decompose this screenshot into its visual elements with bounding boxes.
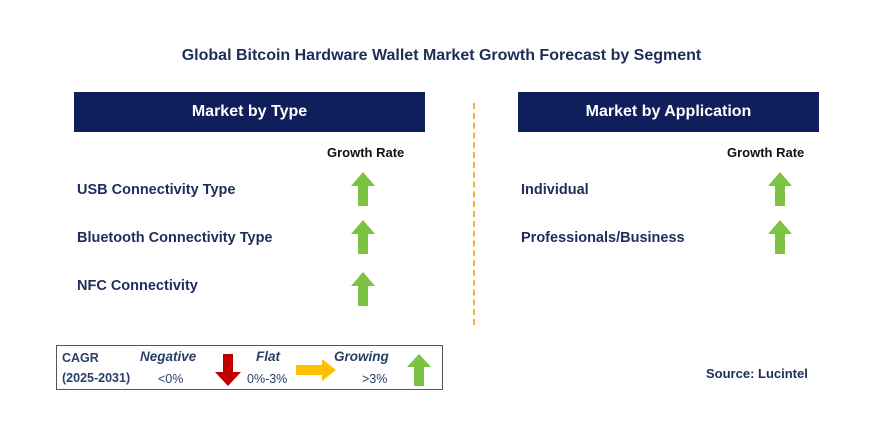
row-label-usb: USB Connectivity Type (77, 182, 236, 198)
market-by-application-header: Market by Application (518, 92, 819, 132)
legend-flat-label: Flat (256, 349, 281, 364)
right-growth-rate-header: Growth Rate (727, 145, 805, 160)
up-arrow-icon (351, 272, 375, 306)
up-arrow-icon (407, 354, 431, 386)
row-label-individual: Individual (521, 182, 589, 198)
up-arrow-icon (351, 172, 375, 206)
legend-period: (2025-2031) (62, 371, 131, 385)
right-arrow-icon (296, 359, 336, 381)
row-label-professionals: Professionals/Business (521, 230, 685, 246)
panel-divider (473, 103, 475, 325)
up-arrow-icon (768, 220, 792, 254)
source-label: Source: Lucintel (706, 366, 808, 381)
legend-negative-label: Negative (140, 349, 197, 364)
legend-growing-range: >3% (362, 372, 388, 386)
up-arrow-icon (351, 220, 375, 254)
legend-flat-range: 0%-3% (247, 372, 288, 386)
cagr-legend (56, 345, 443, 390)
row-label-nfc: NFC Connectivity (77, 278, 198, 294)
left-growth-rate-header: Growth Rate (327, 145, 405, 160)
legend-growing-label: Growing (334, 349, 389, 364)
market-by-type-header: Market by Type (74, 92, 425, 132)
legend-cagr-label: CAGR (62, 351, 99, 365)
up-arrow-icon (768, 172, 792, 206)
legend-negative-range: <0% (158, 372, 184, 386)
page-title: Global Bitcoin Hardware Wallet Market Gr… (181, 47, 702, 64)
row-label-bluetooth: Bluetooth Connectivity Type (77, 230, 273, 246)
down-arrow-icon (215, 354, 241, 386)
